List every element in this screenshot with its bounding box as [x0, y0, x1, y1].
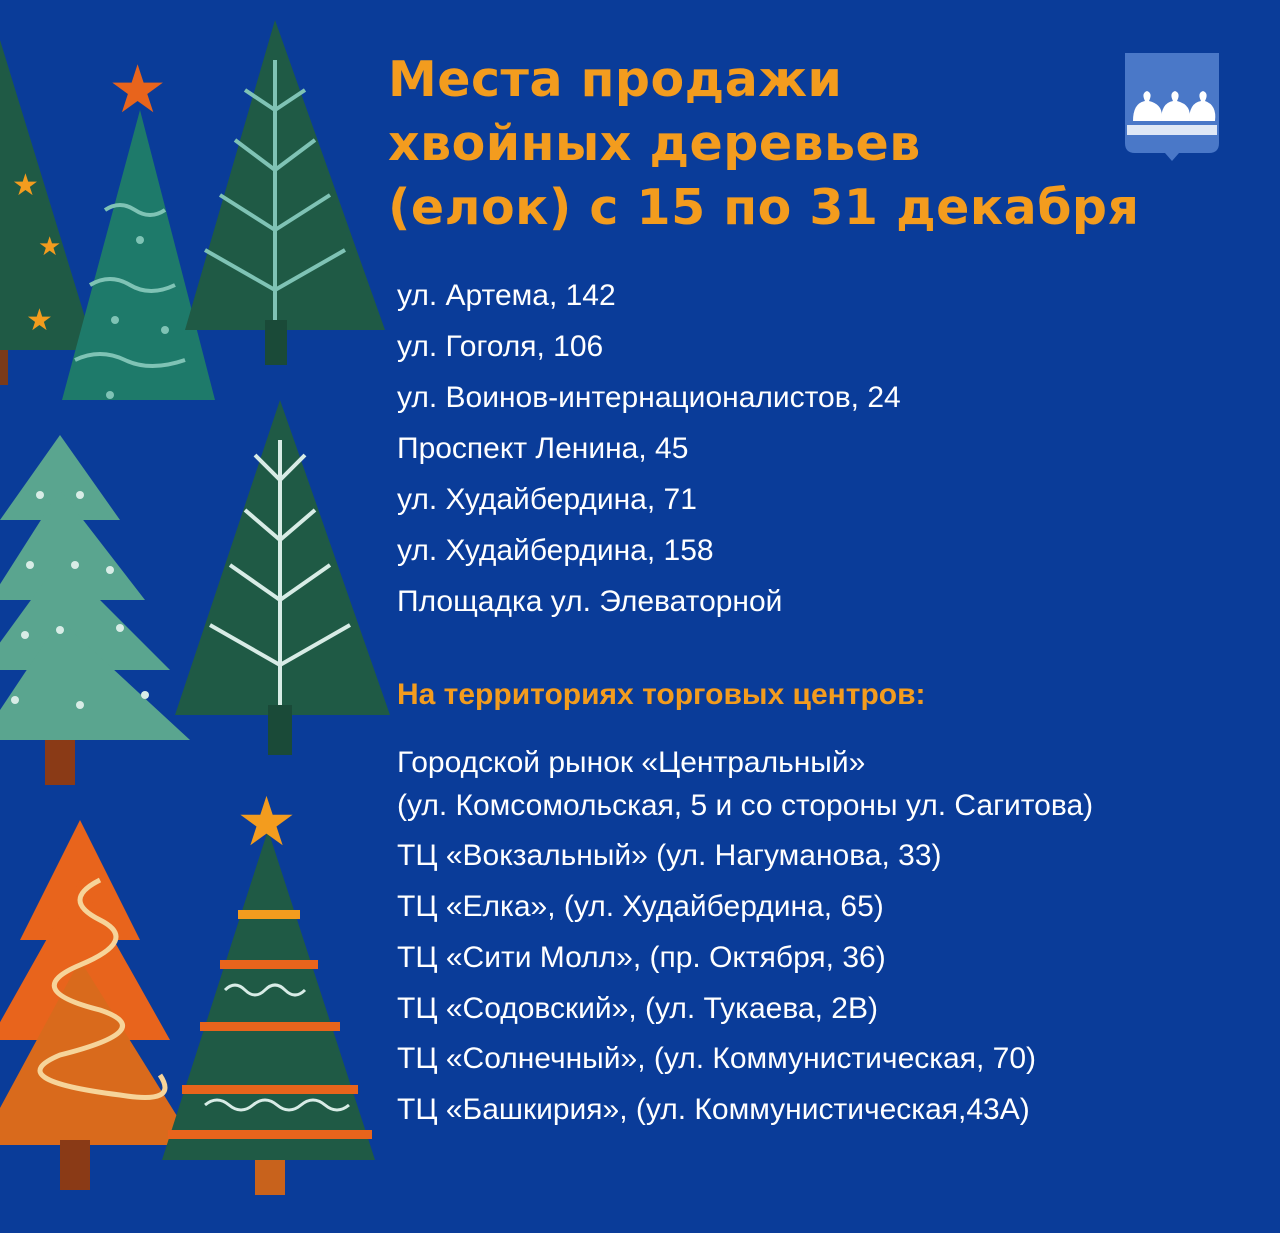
svg-text:★: ★ — [38, 231, 61, 261]
title-line: хвойных деревьев — [388, 115, 921, 172]
tree-icon: ★ — [162, 784, 375, 1195]
address-list: ул. Артема, 142 ул. Гоголя, 106 ул. Воин… — [397, 270, 901, 627]
svg-text:★: ★ — [12, 169, 39, 202]
mall-item: ТЦ «Башкирия», (ул. Коммунистическая,43А… — [397, 1092, 1030, 1126]
mall-item: ТЦ «Сити Молл», (пр. Октября, 36) — [397, 940, 886, 974]
tree-icon: ★ ★ ★ — [0, 40, 95, 385]
address-item: ул. Гоголя, 106 — [397, 330, 604, 363]
address-item: ул. Худайбердина, 158 — [397, 534, 714, 567]
address-item: Площадка ул. Элеваторной — [397, 585, 783, 618]
mall-item: Городской рынок «Центральный» — [397, 746, 866, 779]
malls-heading: На территориях торговых центров: — [397, 678, 926, 711]
mall-item: ТЦ «Вокзальный» (ул. Нагуманова, 33) — [397, 839, 942, 873]
title-line: (елок) с 15 по 31 декабря — [388, 179, 1140, 236]
mall-item: (ул. Комсомольская, 5 и со стороны ул. С… — [397, 788, 1094, 822]
tree-icon — [175, 400, 390, 755]
svg-text:★: ★ — [236, 784, 297, 860]
page-title: Места продажи хвойных деревьев (елок) с … — [388, 48, 1139, 240]
svg-text:★: ★ — [26, 304, 53, 337]
tree-icon: ★ — [62, 52, 215, 400]
mall-item: ТЦ «Елка», (ул. Худайбердина, 65) — [397, 890, 884, 924]
mall-item: ТЦ «Содовский», (ул. Тукаева, 2В) — [397, 991, 878, 1025]
coat-of-arms-icon — [1125, 53, 1219, 161]
address-item: ул. Воинов-интернационалистов, 24 — [397, 381, 901, 414]
address-item: ул. Худайбердина, 71 — [397, 483, 697, 516]
address-item: ул. Артема, 142 — [397, 279, 616, 312]
address-item: Проспект Ленина, 45 — [397, 432, 689, 465]
mall-item: ТЦ «Солнечный», (ул. Коммунистическая, 7… — [397, 1042, 1036, 1076]
christmas-trees-illustration: ★ ★ ★ ★ ★ — [0, 20, 390, 1195]
svg-text:★: ★ — [108, 52, 167, 126]
tree-icon — [185, 20, 385, 365]
title-line: Места продажи — [388, 51, 843, 108]
tree-icon — [0, 820, 195, 1190]
tree-icon — [0, 435, 190, 785]
malls-list: Городской рынок «Центральный» (ул. Комсо… — [397, 738, 1093, 1136]
